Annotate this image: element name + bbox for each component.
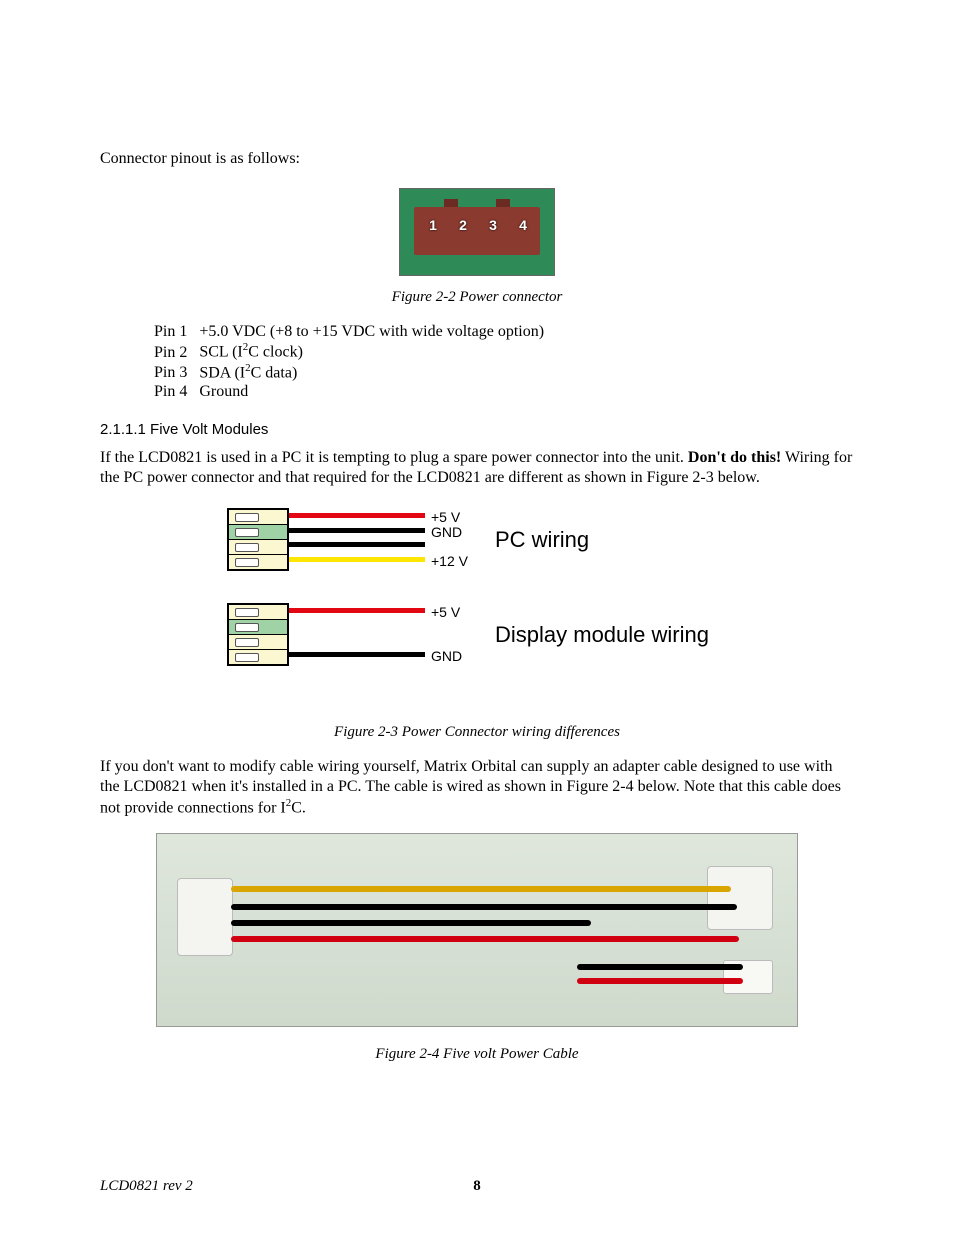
pin-desc: SCL (I2C clock) [199,341,556,362]
connector-slot [229,510,287,525]
body-paragraph-1: If the LCD0821 is used in a PC it is tem… [100,448,854,488]
table-row: Pin 4 Ground [154,382,556,401]
warning-bold: Don't do this! [688,449,781,466]
pin-cell: Pin 4 [154,382,199,401]
pin-cell: Pin 2 [154,341,199,362]
page-number: 8 [473,1178,481,1195]
wire-group [289,508,425,570]
pin-label-2: 2 [452,217,474,233]
wiring-title: PC wiring [495,527,589,553]
section-heading: 2.1.1.1 Five Volt Modules [100,421,854,438]
wiring-diagram: +5 VGND+12 VPC wiring+5 VGNDDisplay modu… [227,508,727,698]
wire-labels: +5 VGND +12 V [425,508,481,570]
cable-wire [231,936,739,942]
connector-box [227,603,289,666]
page-footer: LCD0821 rev 2 8 [100,1178,854,1195]
connector-slot [229,540,287,555]
wire-label: +12 V [431,554,468,568]
pin-cell: Pin 3 [154,362,199,383]
connector-slot [229,525,287,540]
connector-slot [229,650,287,664]
connector-tab [496,199,510,207]
wiring-row: +5 V GND Display module wiring [227,603,727,666]
connector-tab [444,199,458,207]
figure-2-3-caption: Figure 2-3 Power Connector wiring differ… [100,724,854,741]
connector-slot [229,635,287,650]
figure-2-2-caption: Figure 2-2 Power connector [100,289,854,306]
wire-group [289,603,425,665]
pin-desc: +5.0 VDC (+8 to +15 VDC with wide voltag… [199,322,556,341]
wire-label: +5 V [431,605,460,619]
wire-line [289,528,425,533]
wire-line [289,652,425,657]
connector-slot [229,605,287,620]
wire-label: GND [431,649,462,663]
pin-list-table: Pin 1 +5.0 VDC (+8 to +15 VDC with wide … [154,322,556,401]
wire-label: GND [431,525,462,539]
pin-desc: Ground [199,382,556,401]
figure-2-3: +5 VGND+12 VPC wiring+5 VGNDDisplay modu… [100,502,854,716]
power-connector-photo: 1 2 3 4 [399,188,555,276]
wiring-row: +5 VGND +12 V PC wiring [227,508,727,571]
connector-box [227,508,289,571]
document-page: Connector pinout is as follows: 1 2 3 4 … [0,0,954,1235]
cable-wire [231,920,591,926]
table-row: Pin 1 +5.0 VDC (+8 to +15 VDC with wide … [154,322,556,341]
cable-wire [577,964,743,970]
molex-connector-left [177,878,233,956]
document-id: LCD0821 rev 2 [100,1178,193,1195]
wiring-title: Display module wiring [495,622,709,648]
pin-label-4: 4 [512,217,534,233]
wire-line [289,513,425,518]
connector-body: 1 2 3 4 [414,207,540,255]
wire-line [289,557,425,562]
wire-line [289,542,425,547]
wire-labels: +5 V GND [425,603,481,665]
table-row: Pin 3 SDA (I2C data) [154,362,556,383]
pin-label-3: 3 [482,217,504,233]
connector-slot [229,555,287,569]
pin-label-1: 1 [422,217,444,233]
pin-desc: SDA (I2C data) [199,362,556,383]
molex-connector-right [707,866,773,930]
pin-cell: Pin 1 [154,322,199,341]
wire-line [289,608,425,613]
cable-wire [577,978,743,984]
figure-2-2: 1 2 3 4 Figure 2-2 Power connector [100,188,854,306]
connector-slot [229,620,287,635]
cable-wire [231,886,731,892]
intro-paragraph: Connector pinout is as follows: [100,150,854,168]
wire-label: +5 V [431,510,460,524]
table-row: Pin 2 SCL (I2C clock) [154,341,556,362]
figure-2-4: Figure 2-4 Five volt Power Cable [100,833,854,1063]
figure-2-4-caption: Figure 2-4 Five volt Power Cable [100,1046,854,1063]
body-paragraph-2: If you don't want to modify cable wiring… [100,757,854,818]
cable-wire [231,904,737,910]
cable-photo [156,833,798,1027]
